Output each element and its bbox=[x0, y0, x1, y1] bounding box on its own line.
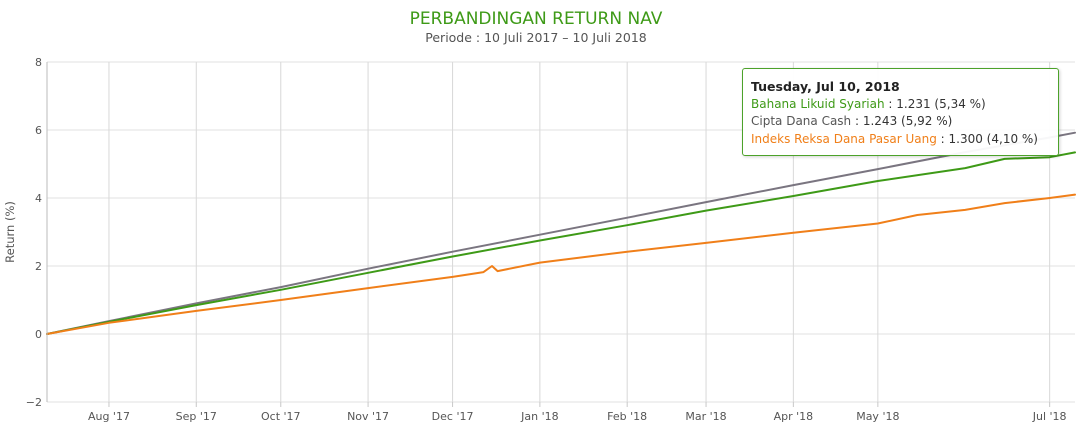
y-tick-label: 8 bbox=[35, 56, 42, 69]
x-tick-label: Nov '17 bbox=[347, 410, 389, 423]
y-tick-label: −2 bbox=[26, 396, 42, 409]
axes: −2 0 2 4 6 8 Aug '17 Sep '17 Oct '17 Nov '17 Dec '… bbox=[26, 56, 1067, 423]
tooltip-series-name: Bahana Likuid Syariah bbox=[751, 96, 885, 111]
x-tick-label: Jul '18 bbox=[1032, 410, 1067, 423]
y-tick-label: 6 bbox=[35, 124, 42, 137]
x-tick-label: Mar '18 bbox=[685, 410, 726, 423]
y-tick-label: 0 bbox=[35, 328, 42, 341]
y-tick-label: 2 bbox=[35, 260, 42, 273]
chart-title: PERBANDINGAN RETURN NAV bbox=[410, 9, 663, 29]
data-tooltip: Tuesday, Jul 10, 2018 Bahana Likuid Syar… bbox=[742, 68, 1059, 156]
x-tick-label: Aug '17 bbox=[88, 410, 130, 423]
tooltip-series-value: 1.243 (5,92 %) bbox=[862, 114, 953, 128]
tooltip-series-name: Cipta Dana Cash bbox=[751, 114, 852, 128]
x-tick-label: Jan '18 bbox=[520, 410, 558, 423]
x-tick-label: Feb '18 bbox=[607, 410, 647, 423]
tooltip-series-name: Indeks Reksa Dana Pasar Uang bbox=[751, 131, 937, 146]
tooltip-date: Tuesday, Jul 10, 2018 bbox=[751, 79, 900, 94]
grid bbox=[47, 61, 1075, 403]
series-line-indeks-reksa-dana-pasar-uang bbox=[46, 193, 1076, 335]
tooltip-series-value: 1.300 (4,10 %) bbox=[948, 131, 1038, 146]
series-layer bbox=[46, 131, 1076, 335]
x-tick-label: Apr '18 bbox=[774, 410, 814, 423]
series-line-bahana-likuid-syariah bbox=[46, 151, 1076, 335]
y-tick-label: 4 bbox=[35, 192, 42, 205]
tooltip-series-value: 1.231 (5,34 %) bbox=[896, 96, 986, 111]
x-tick-label: May '18 bbox=[856, 410, 899, 423]
x-tick-label: Dec '17 bbox=[432, 410, 474, 423]
tooltip-row-cipta: Cipta Dana Cash : 1.243 (5,92 %) bbox=[751, 114, 953, 128]
y-axis-title: Return (%) bbox=[3, 201, 17, 263]
x-tick-label: Oct '17 bbox=[261, 410, 301, 423]
tooltip-row-indeks: Indeks Reksa Dana Pasar Uang : 1.300 (4,… bbox=[751, 131, 1038, 146]
tooltip-row-bahana: Bahana Likuid Syariah : 1.231 (5,34 %) bbox=[751, 96, 986, 111]
x-tick-label: Sep '17 bbox=[176, 410, 217, 423]
chart-subtitle: Periode : 10 Juli 2017 – 10 Juli 2018 bbox=[425, 30, 647, 45]
